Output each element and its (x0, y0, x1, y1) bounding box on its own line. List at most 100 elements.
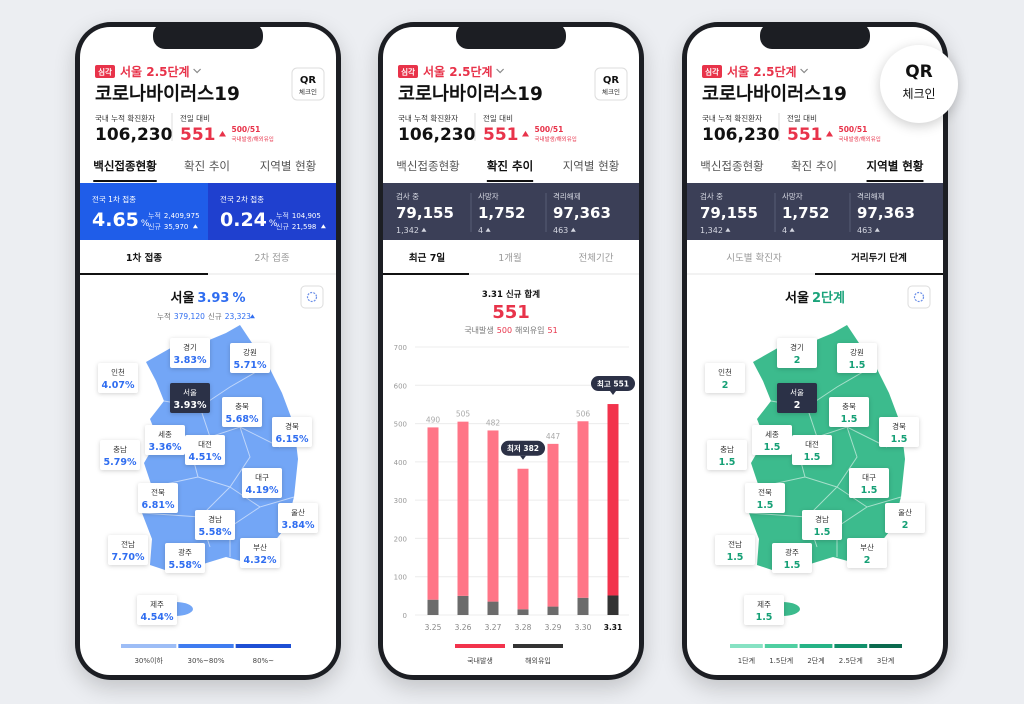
region-name: 충북 (842, 402, 856, 411)
sub-tab[interactable]: 1개월 (498, 252, 522, 264)
legend-label: 2.5단계 (839, 656, 863, 665)
locate-button[interactable] (907, 285, 931, 309)
region-value: 1.5 (861, 485, 878, 496)
text-part: 누적 (157, 311, 171, 321)
main-tab[interactable]: 백신접종현황 (93, 159, 157, 173)
diff-value: 551 (483, 125, 519, 145)
bar-total-label: 505 (456, 410, 471, 419)
text-part: 국내발생 (464, 325, 493, 335)
main-tab[interactable]: 백신접종현황 (700, 159, 764, 173)
region-label-box (777, 338, 817, 368)
sub-tab[interactable]: 전체기간 (579, 253, 614, 264)
sub-tab[interactable]: 1차 접종 (126, 252, 162, 264)
region-value: 1.5 (891, 434, 908, 445)
region-value: 1.5 (849, 360, 866, 371)
stat-label: 검사 중 (700, 191, 723, 201)
bar-segment (577, 421, 589, 598)
x-tick-label: 3.30 (575, 623, 592, 632)
notch (456, 27, 566, 49)
main-tab[interactable]: 백신접종현황 (396, 159, 460, 173)
diff-detail-label: 국내발생/해외유입 (232, 135, 274, 143)
region-summary: 서울 3.93% (170, 290, 245, 306)
region-name: 부산 (253, 542, 267, 552)
main-tab[interactable]: 확진 추이 (184, 159, 230, 173)
summary-breakdown: 국내발생 500 해외유입 51 (464, 325, 557, 335)
region-label-box (745, 483, 785, 513)
sub-tab[interactable]: 시도별 확진자 (726, 252, 782, 264)
vaccine-band (208, 183, 336, 240)
vaccine-band (80, 183, 208, 240)
phone-vaccine: 심각 서울 2.5단계 코로나바이러스19 QR 체크인 국내 누적 확진환자 106,23… (75, 22, 341, 680)
sub-tab[interactable]: 거리두기 단계 (851, 252, 907, 264)
annotation-pointer (610, 391, 616, 396)
phone-region: 심각 서울 2.5단계 코로나바이러스19 국내 누적 확진환자 106,230 전일 대… (682, 22, 948, 680)
stat-sub: 1,342 (396, 226, 419, 235)
alert-badge (95, 65, 115, 78)
legend-swatch (799, 644, 833, 648)
region-value: 5.79% (104, 457, 137, 468)
app-title: 코로나바이러스19 (95, 84, 240, 105)
legend-swatch (178, 644, 234, 648)
region-label-box (772, 543, 812, 573)
bar-segment (517, 609, 529, 615)
stat-label: 검사 중 (396, 191, 419, 201)
region-label-box (278, 503, 318, 533)
legend-swatch (764, 644, 798, 648)
region-label-box (272, 417, 312, 447)
arrow-up-icon (826, 130, 833, 137)
region-value: 3.36% (149, 442, 182, 453)
sub-tab[interactable]: 최근 7일 (409, 252, 445, 264)
stat-label: 사망자 (478, 191, 499, 201)
region-label-box (242, 468, 282, 498)
qr-sub-label: 체크인 (602, 87, 620, 96)
stat-sub: 4 (782, 226, 787, 235)
region-name: 대구 (255, 473, 269, 482)
sub-tab[interactable]: 2차 접종 (254, 252, 290, 264)
dose-rate: 0.24 (220, 209, 267, 231)
region-value: 4.19% (246, 485, 279, 496)
region-label-box (230, 343, 270, 373)
main-tab[interactable]: 확진 추이 (791, 159, 837, 173)
arrow-up-icon (421, 227, 427, 232)
app-title: 코로나바이러스19 (398, 84, 543, 105)
region-name: 부산 (860, 542, 874, 552)
legend-swatch (121, 644, 177, 648)
region-name: 제주 (757, 600, 771, 609)
main-tab[interactable]: 확진 추이 (487, 159, 533, 173)
legend-label: 30%~80% (188, 657, 225, 665)
text-part: 23,323 (225, 312, 251, 321)
region-value: 5.68% (226, 414, 259, 425)
region-name: 광주 (178, 547, 192, 557)
region-value: 1.5 (719, 457, 736, 468)
diff-detail: 500/51 (232, 125, 261, 134)
qr-checkin-button[interactable]: QR 체크인 (880, 45, 958, 123)
locate-button[interactable] (300, 285, 324, 309)
region-label-box (170, 383, 210, 413)
y-tick-label: 300 (394, 497, 407, 505)
stat-label: 사망자 (782, 191, 803, 201)
region-name: 경남 (815, 514, 829, 524)
region-value: 1.5 (764, 442, 781, 453)
bar-segment (427, 427, 439, 600)
y-tick-label: 600 (394, 382, 407, 390)
annotation-pill (500, 440, 546, 456)
main-tab[interactable]: 지역별 현황 (563, 159, 620, 173)
region-name: 세종 (158, 430, 172, 439)
x-tick-label: 3.29 (545, 623, 562, 632)
arrow-up-icon (192, 224, 198, 229)
stat-sub: 463 (553, 226, 568, 235)
main-tab[interactable]: 지역별 현황 (260, 159, 317, 173)
text-part: 104,905 (292, 212, 321, 220)
legend-swatch (834, 644, 868, 648)
dropdown-icon (800, 68, 809, 74)
main-tab[interactable]: 지역별 현황 (867, 159, 924, 173)
qr-sub-label: 체크인 (299, 87, 317, 96)
annotation-text: 최고 551 (597, 379, 629, 389)
qr-label: QR (603, 75, 620, 86)
notch (153, 27, 263, 49)
arrow-up-icon (570, 227, 576, 232)
region-value: 1.5 (814, 527, 831, 538)
alert-badge-text: 심각 (401, 67, 415, 77)
